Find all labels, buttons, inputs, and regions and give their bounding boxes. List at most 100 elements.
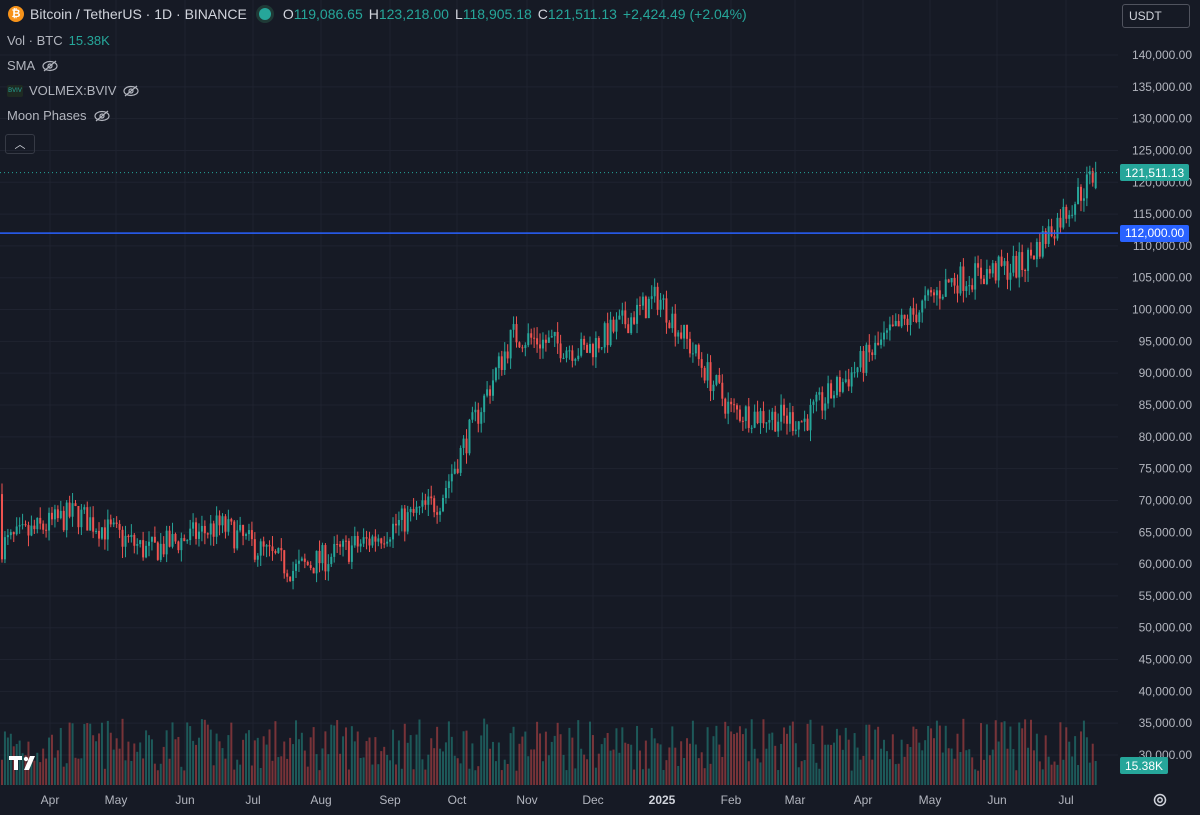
volume-bar	[197, 737, 200, 785]
volume-bar	[665, 760, 668, 785]
time-axis[interactable]: Apr May Jun Jul Aug Sep Oct Nov Dec 2025 Feb Mar Apr…	[41, 793, 1074, 807]
bitcoin-icon: ₿	[8, 6, 24, 22]
candle-body	[271, 546, 274, 551]
candle-body	[303, 558, 306, 562]
market-status-icon[interactable]	[258, 8, 271, 20]
candle-body	[56, 509, 59, 519]
volume-bar	[868, 724, 871, 785]
price-tick-label: 90,000.00	[1139, 366, 1193, 380]
volume-bar	[891, 734, 894, 785]
legend-volmex[interactable]: BVIV VOLMEX:BVIV	[7, 83, 140, 98]
volume-bar	[565, 770, 568, 785]
volume-bar	[236, 759, 239, 785]
candle-body	[450, 473, 453, 482]
volume-bar	[344, 727, 347, 785]
candle-body	[224, 516, 227, 532]
volume-bar	[674, 747, 677, 785]
volume-tag: 15.38K	[1120, 757, 1169, 774]
eye-off-icon[interactable]	[41, 60, 59, 72]
candle-body	[300, 558, 303, 561]
candle-body	[521, 347, 524, 349]
volume-bar	[724, 721, 727, 785]
gear-icon[interactable]	[1151, 791, 1169, 809]
candle-body	[186, 540, 189, 542]
volume-bar	[303, 750, 306, 785]
candle-body	[988, 269, 991, 274]
candle-body	[536, 338, 539, 345]
candle-body	[1047, 226, 1050, 244]
candle-body	[650, 296, 653, 299]
volume-bar	[1050, 764, 1053, 785]
level-price-tag[interactable]: 112,000.00	[1120, 224, 1190, 242]
volume-bar	[853, 733, 856, 785]
volume-bar	[494, 761, 497, 785]
symbol-header: ₿ Bitcoin / TetherUS · 1D · BINANCE O119…	[8, 6, 747, 22]
volume-bar	[527, 756, 530, 785]
volume-bar	[500, 770, 503, 785]
candle-body	[956, 285, 959, 294]
sma-label: SMA	[7, 58, 36, 73]
candle-body	[189, 528, 192, 541]
time-tick-label: Nov	[516, 793, 537, 807]
candle-body	[1024, 270, 1027, 272]
price-axis[interactable]: 140,000.00 135,000.00 130,000.00 125,000.00…	[1132, 48, 1192, 762]
candle-body	[821, 392, 824, 411]
eye-off-icon[interactable]	[93, 110, 111, 122]
candle-body	[48, 512, 51, 531]
candle-body	[647, 298, 650, 319]
candle-body	[153, 536, 156, 543]
candle-body	[236, 530, 239, 549]
time-tick-label: Jun	[987, 793, 1006, 807]
volume-bar	[944, 725, 947, 785]
candle-body	[774, 411, 777, 432]
volume-bar	[33, 760, 36, 785]
candle-body	[877, 342, 880, 345]
volume-bar	[971, 757, 974, 785]
candle-body	[909, 308, 912, 326]
volume-bar	[1047, 756, 1050, 785]
candle-body	[397, 519, 400, 526]
volume-bar	[747, 761, 750, 785]
candle-body	[1079, 186, 1082, 201]
price-tick-label: 130,000.00	[1132, 112, 1192, 126]
volume-bar	[1094, 761, 1097, 785]
volume-bar	[985, 724, 988, 785]
candle-body	[3, 537, 6, 560]
volume-bar	[136, 751, 139, 785]
candle-body	[27, 525, 30, 536]
candle-body	[36, 517, 39, 530]
legend-sma[interactable]: SMA	[7, 58, 59, 73]
volume-bar	[142, 758, 145, 785]
candle-body	[1077, 186, 1080, 205]
eye-off-icon[interactable]	[122, 85, 140, 97]
volume-bar	[124, 760, 127, 785]
price-tick-label: 50,000.00	[1139, 621, 1193, 635]
candle-body	[959, 266, 962, 294]
candle-body	[527, 333, 530, 346]
legend-moon-phases[interactable]: Moon Phases	[7, 108, 111, 123]
volume-bar	[603, 737, 606, 785]
candle-body	[833, 395, 836, 399]
tradingview-logo-icon[interactable]	[8, 753, 44, 773]
candle-body	[112, 522, 115, 525]
candle-body	[924, 295, 927, 301]
candle-body	[100, 527, 103, 539]
volume-bar	[547, 755, 550, 785]
candle-body	[568, 350, 571, 352]
candle-body	[353, 536, 356, 546]
volume-bar	[106, 720, 109, 785]
volume-bar	[189, 726, 192, 785]
volume-bar	[1, 759, 3, 785]
candle-body	[953, 278, 956, 286]
volume-bars	[1, 718, 1097, 785]
moon-phases-label: Moon Phases	[7, 108, 87, 123]
symbol-title[interactable]: Bitcoin / TetherUS · 1D · BINANCE	[30, 6, 247, 22]
candle-body	[544, 339, 547, 343]
volume-bar	[394, 764, 397, 785]
currency-selector[interactable]: USDT	[1122, 4, 1190, 28]
legend-volume[interactable]: Vol · BTC 15.38K	[7, 33, 110, 48]
volume-bar	[318, 770, 321, 785]
collapse-legend-button[interactable]: ︿	[5, 134, 35, 154]
candle-body	[888, 324, 891, 331]
